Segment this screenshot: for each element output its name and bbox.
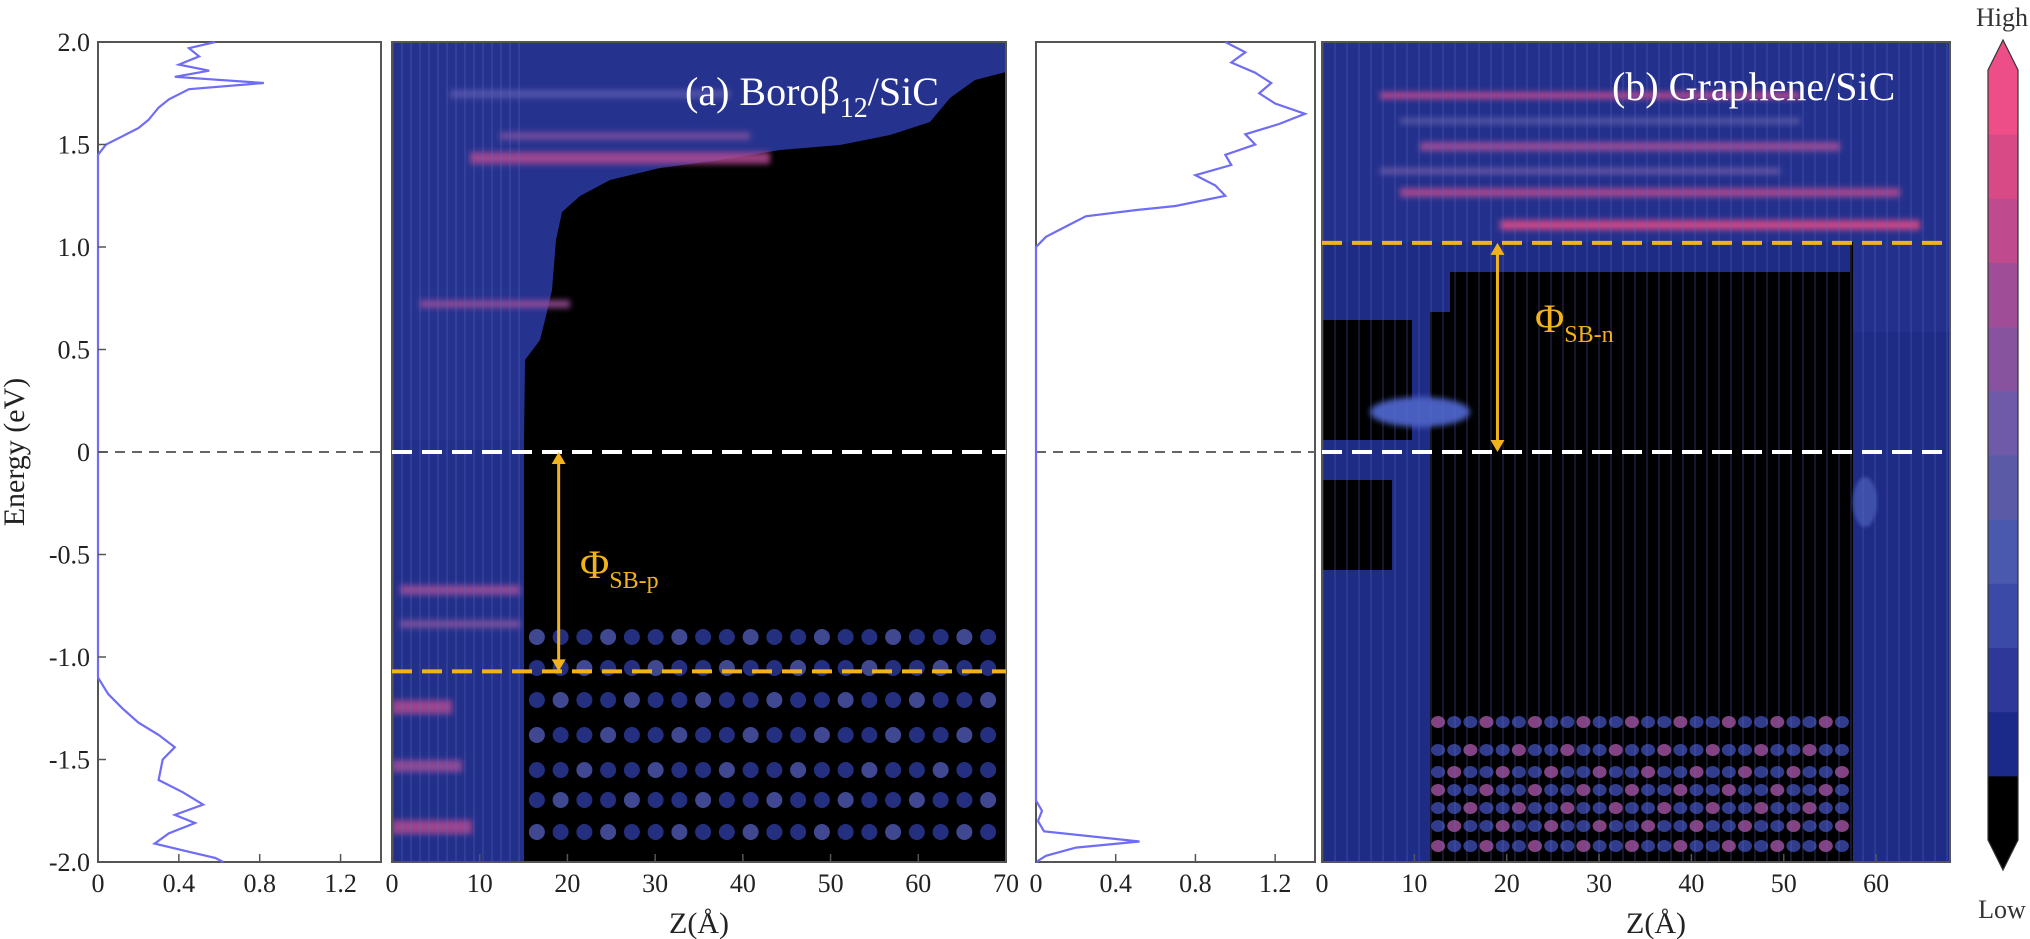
dos-a-x-tick-label: 0.4 (163, 869, 196, 898)
heatmap-a-x-tick-label: 10 (467, 869, 493, 898)
heatmap-b-x-tick-label: 20 (1494, 869, 1520, 898)
heatmap-b-x-tick-label: 10 (1401, 869, 1427, 898)
heatmap-a-x-tick-label: 70 (993, 869, 1019, 898)
dos-panel-b: 0 0.4 0.8 1.2 (1030, 41, 1316, 898)
colorbar-segment (1988, 198, 2018, 263)
heatmap-a-x-tick-label: 0 (386, 869, 399, 898)
panel-b-title: (b) Graphene/SiC (1612, 64, 1895, 109)
colorbar-segment (1988, 711, 2018, 777)
heatmap-b-x-label: Z(Å) (1626, 907, 1686, 939)
y-tick-label: -1.5 (49, 746, 90, 775)
colorbar-segment (1988, 262, 2018, 328)
heatmap-panel-b: ΦSB-n (b) Graphene/SiC 0 10 20 30 40 50 60 Z(Å… (1316, 41, 1951, 939)
colorbar-segment (1988, 647, 2018, 713)
y-tick-label: 2.0 (58, 28, 91, 57)
colorbar-segment (1988, 326, 2018, 392)
colorbar-bottom-label: Low (1978, 895, 2026, 924)
heatmap-a-x-ticks: 0 10 20 30 40 50 60 70 (386, 854, 1019, 898)
colorbar-segment (1988, 455, 2018, 520)
colorbar-segment (1988, 134, 2018, 199)
y-tick-label: 1.5 (58, 131, 91, 160)
heatmap-b-x-tick-label: 50 (1771, 869, 1797, 898)
colorbar-top-arrow (1988, 40, 2018, 70)
dos-b-x-tick-label: 1.2 (1259, 869, 1292, 898)
dos-a-series (96, 40, 264, 863)
heatmap-a-x-tick-label: 50 (818, 869, 844, 898)
barrier-arrow-a (551, 452, 566, 672)
heatmap-b-x-tick-label: 60 (1863, 869, 1889, 898)
y-axis-label: Energy (eV) (0, 378, 31, 527)
heatmap-b-valence-spots (1431, 716, 1849, 852)
colorbar-outline (1987, 38, 2019, 872)
heatmap-a-x-tick-label: 30 (642, 869, 668, 898)
heatmap-b-x-ticks: 0 10 20 30 40 50 60 (1316, 854, 1889, 898)
colorbar-segment (1988, 390, 2018, 456)
dos-b-x-tick-label: 0.8 (1179, 869, 1212, 898)
dos-b-x-ticks: 0 0.4 0.8 1.2 (1030, 854, 1292, 898)
colorbar-segments (1987, 38, 2019, 872)
heatmap-a-x-label: Z(Å) (669, 907, 729, 939)
dos-b-x-tick-label: 0.4 (1099, 869, 1132, 898)
heatmap-a-x-tick-label: 20 (554, 869, 580, 898)
colorbar-segment (1988, 519, 2018, 584)
heatmap-b-x-tick-label: 0 (1316, 869, 1329, 898)
dos-a-x-tick-label: 0.8 (243, 869, 276, 898)
dos-a-x-tick-label: 0 (92, 869, 105, 898)
barrier-label-b: ΦSB-n (1535, 296, 1614, 348)
heatmap-a-conduction-region (392, 42, 1006, 440)
y-tick-label: 1.0 (58, 233, 91, 262)
heatmap-a-x-tick-label: 60 (905, 869, 931, 898)
y-tick-label: -2.0 (49, 848, 90, 877)
colorbar-bottom-arrow (1988, 840, 2018, 870)
y-tick-label: -0.5 (49, 541, 90, 570)
heatmap-panel-a: ΦSB-p (a) Boroβ12/SiC 0 10 20 30 40 50 60 70 Z(… (386, 41, 1019, 939)
panel-a-title: (a) Boroβ12/SiC (685, 69, 939, 124)
y-tick-label: -1.0 (49, 643, 90, 672)
heatmap-b-x-tick-label: 30 (1586, 869, 1612, 898)
heatmap-b-x-tick-label: 40 (1678, 869, 1704, 898)
dos-b-x-tick-label: 0 (1030, 869, 1043, 898)
heatmap-a-x-tick-label: 40 (730, 869, 756, 898)
y-ticks: 2.0 1.5 1.0 0.5 0 -0.5 -1.0 -1.5 -2.0 (49, 28, 106, 877)
colorbar: High Low (1976, 3, 2028, 924)
colorbar-segment (1988, 70, 2018, 135)
dos-a-x-ticks: 0 0.4 0.8 1.2 (92, 854, 357, 898)
dos-panel-a: 0 0.4 0.8 1.2 2.0 1.5 1.0 0.5 0 -0.5 -1.0 -1.5 -2.0… (0, 28, 382, 898)
dos-b-series (1034, 41, 1309, 863)
dos-a-x-tick-label: 1.2 (324, 869, 357, 898)
colorbar-top-label: High (1976, 3, 2028, 32)
colorbar-segment (1988, 775, 2018, 841)
barrier-arrow-b (1490, 242, 1505, 452)
y-tick-label: 0 (77, 438, 90, 467)
barrier-label-a: ΦSB-p (580, 542, 659, 594)
y-tick-label: 0.5 (58, 336, 91, 365)
heatmap-a-valence-spots (528, 629, 997, 840)
colorbar-segment (1988, 583, 2018, 648)
